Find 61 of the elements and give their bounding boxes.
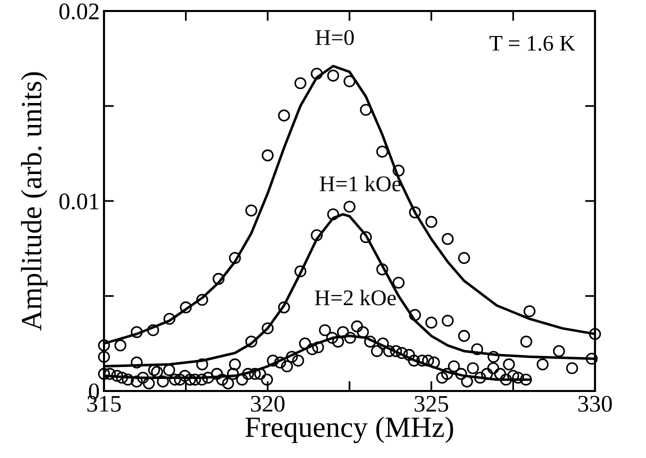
point <box>130 326 143 338</box>
point <box>294 265 306 278</box>
point <box>163 312 176 325</box>
point <box>589 328 601 340</box>
point <box>488 350 500 363</box>
point <box>98 339 110 352</box>
point <box>262 149 274 162</box>
annotation: H=2 kOe <box>314 290 396 306</box>
x-tick-label: 325 <box>414 396 448 412</box>
point <box>327 208 340 220</box>
point <box>147 324 160 336</box>
point <box>228 252 241 264</box>
point <box>180 301 192 314</box>
point <box>344 200 356 213</box>
x-tick-label: 320 <box>251 396 284 412</box>
point <box>360 231 372 244</box>
point <box>98 350 110 363</box>
point <box>212 272 225 285</box>
point <box>471 343 484 356</box>
point <box>310 229 323 242</box>
point <box>520 336 532 348</box>
point <box>327 70 340 82</box>
point <box>278 301 290 314</box>
y-tick-label: 0.02 <box>59 3 99 20</box>
point <box>566 362 578 374</box>
point <box>458 330 470 342</box>
annotation: H=0 <box>316 30 354 46</box>
point <box>376 263 388 276</box>
point <box>442 314 454 327</box>
y-axis-title: Amplitude (arb. units) <box>20 72 48 331</box>
point <box>114 339 126 352</box>
x-axis-title: Frequency (MHz) <box>245 416 454 444</box>
point <box>310 68 323 80</box>
point <box>245 336 258 348</box>
point <box>408 206 421 218</box>
point <box>392 276 405 289</box>
point <box>196 358 208 370</box>
point <box>130 356 143 368</box>
point <box>524 305 536 318</box>
x-tick-label: 330 <box>578 396 612 412</box>
point <box>294 77 306 90</box>
point <box>408 309 421 321</box>
point <box>360 104 372 116</box>
point <box>262 322 274 334</box>
point <box>425 316 438 329</box>
point <box>228 358 241 370</box>
point <box>442 233 454 245</box>
point <box>278 110 290 122</box>
point <box>245 204 258 216</box>
point <box>196 294 208 306</box>
annotation: T = 1.6 K <box>490 36 576 51</box>
point <box>425 216 438 228</box>
annotation: H=1 kOe <box>320 176 401 192</box>
point <box>536 358 549 370</box>
point <box>458 252 470 264</box>
point <box>392 164 405 177</box>
y-tick-label: 0.01 <box>59 193 98 210</box>
point <box>344 75 356 88</box>
point <box>376 146 388 158</box>
point <box>553 345 565 358</box>
point <box>586 352 598 365</box>
